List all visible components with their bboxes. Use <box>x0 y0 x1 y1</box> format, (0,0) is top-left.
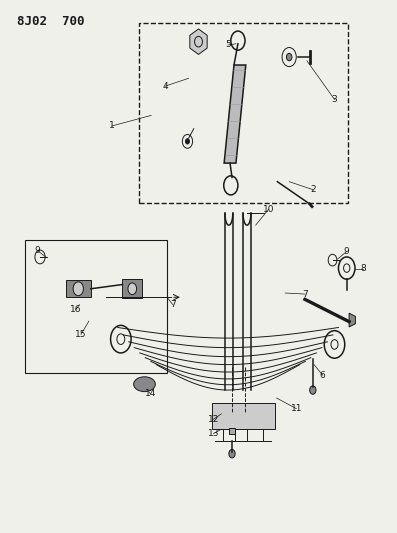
Text: 11: 11 <box>291 404 302 413</box>
Text: 15: 15 <box>75 330 87 339</box>
Circle shape <box>73 282 83 296</box>
Text: 2: 2 <box>310 185 316 194</box>
Polygon shape <box>224 65 246 163</box>
Text: 8: 8 <box>360 264 366 273</box>
Text: 7: 7 <box>170 300 176 309</box>
Bar <box>25 240 167 373</box>
Polygon shape <box>190 29 207 54</box>
Bar <box>66 280 91 297</box>
Text: 3: 3 <box>331 95 337 104</box>
Circle shape <box>229 449 235 458</box>
Text: 8J02  700: 8J02 700 <box>17 14 85 28</box>
Text: 5: 5 <box>225 41 231 50</box>
Circle shape <box>286 53 292 61</box>
Text: 13: 13 <box>208 429 219 438</box>
Text: 9: 9 <box>35 246 40 255</box>
Text: 7: 7 <box>302 289 308 298</box>
Bar <box>122 279 142 298</box>
Text: 14: 14 <box>145 389 156 398</box>
Text: 12: 12 <box>208 415 219 424</box>
Text: 10: 10 <box>263 205 274 214</box>
Circle shape <box>185 139 189 144</box>
Text: 9: 9 <box>343 247 349 256</box>
Circle shape <box>310 386 316 394</box>
Text: 16: 16 <box>70 305 81 314</box>
Ellipse shape <box>134 377 155 392</box>
Bar <box>139 22 348 203</box>
Bar <box>229 428 235 433</box>
Bar <box>212 403 275 429</box>
Text: 6: 6 <box>320 370 326 379</box>
Text: 1: 1 <box>109 122 115 131</box>
Circle shape <box>128 283 137 295</box>
Text: 4: 4 <box>162 82 168 91</box>
Polygon shape <box>349 313 355 327</box>
